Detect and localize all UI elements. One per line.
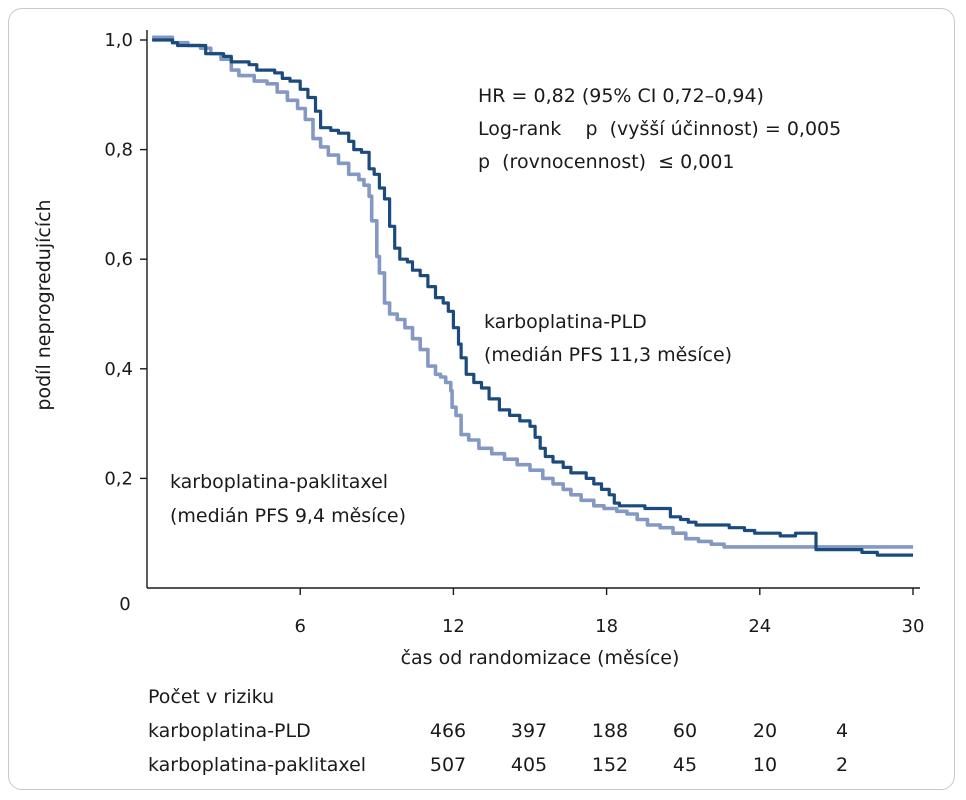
series-line-karboplatina-paklitaxel (152, 35, 913, 549)
risk-table-cell: 397 (510, 720, 548, 742)
risk-table-cell: 152 (591, 754, 629, 776)
series-label-karboplatina-paklitaxel: karboplatina-paklitaxel (170, 471, 388, 493)
origin-label: 0 (119, 594, 130, 615)
risk-table-cell: 507 (429, 754, 467, 776)
y-tick-label: 0,8 (104, 140, 133, 161)
risk-table-cell: 2 (835, 754, 849, 776)
x-tick-label: 6 (294, 616, 305, 637)
stats-line: HR = 0,82 (95% CI 0,72–0,94) (478, 85, 764, 107)
risk-table-cell: 188 (591, 720, 629, 742)
stats-line: p (rovnocennost) ≤ 0,001 (478, 151, 735, 173)
risk-table-title: Počet v riziku (148, 686, 275, 708)
risk-table-cell: 45 (672, 754, 698, 776)
figure-frame (8, 8, 955, 790)
risk-table-cell: 4 (835, 720, 849, 742)
x-tick-label: 24 (748, 616, 771, 637)
risk-table-cell: 20 (752, 720, 778, 742)
y-tick-label: 1,0 (104, 30, 133, 51)
y-tick-label: 0,4 (104, 359, 133, 380)
labels: HR = 0,82 (95% CI 0,72–0,94) Log-rank p (… (170, 85, 841, 527)
series-line-karboplatina-pld (152, 38, 913, 557)
series-label-karboplatina-pld: (medián PFS 11,3 měsíce) (484, 344, 732, 366)
x-tick-label: 12 (442, 616, 465, 637)
risk-row-label-paklitaxel: karboplatina-paklitaxel (148, 754, 367, 776)
stats-line: Log-rank p (vyšší účinnost) = 0,005 (478, 118, 841, 140)
y-tick-label: 0,6 (104, 249, 133, 270)
y-tick-label: 0,2 (104, 468, 133, 489)
series-label-karboplatina-pld: karboplatina-PLD (484, 311, 647, 333)
x-axis-label: čas od randomizace (měsíce) (401, 647, 680, 669)
risk-row-label-pld: karboplatina-PLD (148, 720, 311, 742)
series-label-karboplatina-paklitaxel: (medián PFS 9,4 měsíce) (170, 505, 406, 527)
risk-table-cell: 10 (752, 754, 778, 776)
risk-table-cell: 405 (510, 754, 548, 776)
axes: 0,2 0,4 0,6 0,8 1,0 6 12 18 24 30 0 čas od randomiz… (33, 30, 924, 669)
curves (152, 35, 913, 557)
x-tick-label: 30 (902, 616, 925, 637)
x-tick-label: 18 (595, 616, 618, 637)
risk-table-cell: 466 (429, 720, 467, 742)
risk-table-cell: 60 (672, 720, 698, 742)
y-axis-label: podíl neprogredujících (33, 199, 55, 410)
